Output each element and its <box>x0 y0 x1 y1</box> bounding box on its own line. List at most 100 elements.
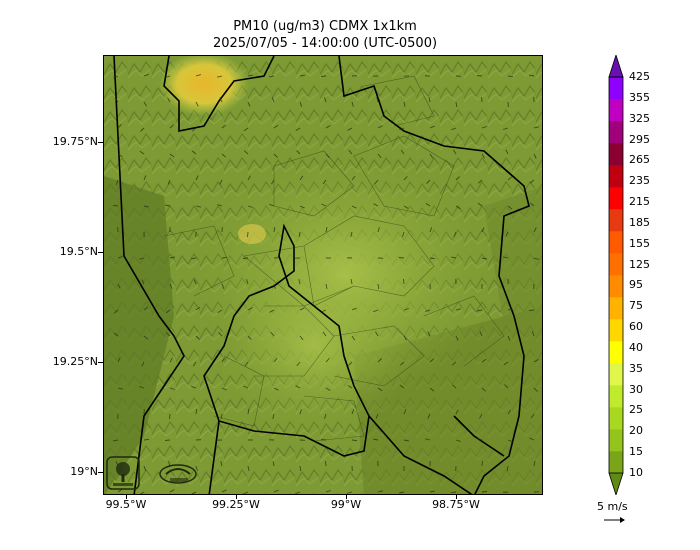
wind-vector <box>529 202 535 207</box>
wind-vector <box>115 179 119 185</box>
wind-vector <box>455 409 459 415</box>
wind-vector <box>529 74 535 77</box>
wind-vector <box>322 179 327 185</box>
wind-vector <box>221 124 227 129</box>
wind-vector <box>403 409 407 415</box>
wind-vector <box>403 439 409 442</box>
wind-vector <box>324 97 327 103</box>
wind-vector <box>425 309 431 312</box>
wind-vector <box>117 387 124 390</box>
wind-vector <box>403 205 409 209</box>
wind-vector <box>428 97 431 103</box>
wind-vector <box>169 124 174 129</box>
colorbar-segment <box>609 165 623 188</box>
wind-vector <box>247 409 250 415</box>
colorbar-segment <box>609 451 623 474</box>
wind-vector <box>195 465 198 471</box>
wind-vector <box>247 101 251 107</box>
wind-vector <box>169 387 175 390</box>
aire-logo-icon <box>158 462 202 492</box>
wind-vector <box>325 387 331 391</box>
wind-vector <box>143 205 149 208</box>
wind-vector <box>164 439 171 441</box>
wind-vector <box>453 149 457 155</box>
wind-vector <box>399 127 405 131</box>
wind-vector <box>269 203 275 207</box>
wind-vector <box>377 387 383 392</box>
wind-vector <box>165 75 171 78</box>
wind-vector <box>429 387 435 392</box>
colorbar-tick-label: 95 <box>629 278 643 292</box>
wind-vector <box>347 127 353 131</box>
colorbar-segment <box>609 209 623 232</box>
wind-vector <box>399 491 405 494</box>
wind-vector <box>377 283 380 290</box>
wind-vector <box>299 465 302 472</box>
wind-vector <box>429 227 433 233</box>
wind-vector <box>503 361 509 366</box>
wind-vector <box>169 357 173 363</box>
wind-vector <box>451 361 457 366</box>
colorbar-tick-label: 10 <box>629 466 643 479</box>
wind-vector <box>117 124 122 129</box>
colorbar-tick-label: 125 <box>629 257 650 271</box>
wind-vector <box>273 153 278 158</box>
wind-vector <box>141 279 145 285</box>
wind-reference-arrow-icon <box>604 517 625 523</box>
wind-vector <box>272 413 275 420</box>
wind-vector <box>243 491 249 494</box>
wind-vector <box>451 384 457 389</box>
wind-vector <box>247 175 251 181</box>
wind-vector <box>143 335 149 340</box>
wind-vector <box>299 101 303 107</box>
wind-vector <box>502 256 509 259</box>
wind-vector <box>374 179 379 185</box>
wind-vector <box>269 75 275 78</box>
wind-vector <box>169 283 173 289</box>
wind-vector <box>143 438 150 441</box>
colorbar-segment <box>609 99 623 122</box>
wind-vector <box>219 97 223 103</box>
wind-vector <box>299 175 304 181</box>
wind-vector <box>139 150 145 155</box>
wind-vector <box>295 491 301 494</box>
colorbar-tick-label: 30 <box>629 382 643 396</box>
wind-vector <box>455 439 461 442</box>
wind-vector <box>481 227 485 233</box>
wind-vector <box>195 306 201 311</box>
wind-vector <box>221 153 227 158</box>
wind-vector <box>400 149 405 155</box>
wind-vector <box>117 153 123 157</box>
colorbar-segment <box>609 341 623 364</box>
wind-vector <box>377 227 380 233</box>
wind-vector <box>299 74 306 77</box>
colorbar-max-cap <box>608 55 624 78</box>
wind-vector <box>375 331 379 337</box>
wind-vector <box>377 490 384 493</box>
map-title: PM10 (ug/m3) CDMX 1x1km <box>233 19 417 34</box>
wind-vector <box>112 204 119 207</box>
wind-vector <box>195 408 198 415</box>
wind-vector <box>530 413 535 419</box>
wind-vector <box>453 231 457 237</box>
wind-vector <box>270 331 275 337</box>
wind-vector <box>320 439 327 441</box>
wind-vector <box>247 307 253 311</box>
wind-vector <box>325 125 331 129</box>
colorbar-segment <box>609 363 623 386</box>
wind-vector <box>533 387 538 392</box>
wind-vector <box>504 384 509 389</box>
wind-vector <box>398 257 405 259</box>
wind-vector <box>195 74 201 77</box>
wind-vector <box>269 309 275 313</box>
colorbar-tick-label: 265 <box>629 153 650 167</box>
lat-tickmark <box>98 142 103 143</box>
wind-vector <box>507 335 511 341</box>
wind-vector <box>321 203 327 207</box>
wind-vector <box>169 489 175 493</box>
wind-vector <box>481 126 487 129</box>
wind-vector <box>373 203 379 207</box>
wind-vector <box>271 97 275 103</box>
wind-vector <box>479 413 483 419</box>
wind-vector <box>117 256 123 259</box>
